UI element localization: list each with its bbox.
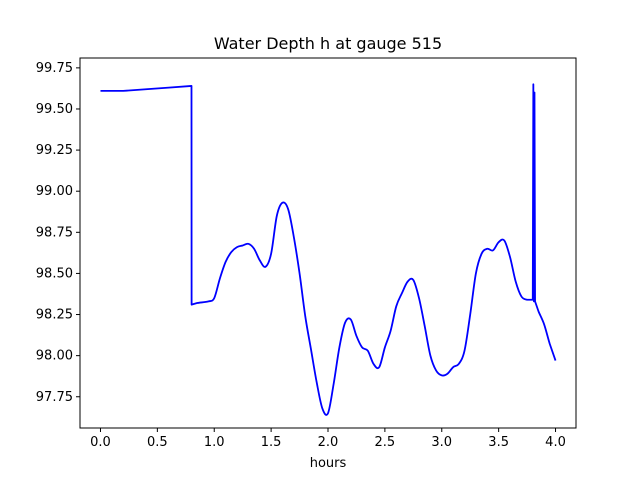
y-tick-label: 97.75 (36, 390, 73, 405)
x-axis: 0.0 0.5 1.0 1.5 2.0 2.5 3.0 3.5 4.0 (90, 428, 566, 450)
chart-title: Water Depth h at gauge 515 (214, 34, 442, 53)
y-axis: 97.75 98.00 98.25 98.50 98.75 99.00 99.25 99.50… (36, 61, 80, 405)
x-tick-label: 0.5 (147, 435, 168, 450)
x-tick-label: 0.0 (90, 435, 111, 450)
x-tick-label: 3.0 (431, 435, 452, 450)
x-tick-label: 2.5 (375, 435, 396, 450)
y-tick-label: 98.75 (36, 225, 73, 240)
plot-area-frame (79, 57, 577, 429)
y-tick-label: 99.25 (36, 143, 73, 158)
x-axis-label: hours (310, 456, 347, 471)
y-tick-label: 98.25 (36, 308, 73, 323)
y-tick-label: 98.00 (36, 349, 73, 364)
y-tick-label: 99.50 (36, 102, 73, 117)
y-tick-label: 99.75 (36, 61, 73, 76)
x-tick-label: 4.0 (545, 435, 566, 450)
x-tick-label: 1.0 (204, 435, 225, 450)
y-tick-label: 98.50 (36, 266, 73, 281)
x-tick-label: 3.5 (488, 435, 509, 450)
y-tick-label: 99.00 (36, 184, 73, 199)
x-tick-label: 2.0 (318, 435, 339, 450)
x-tick-label: 1.5 (261, 435, 282, 450)
series-line (100, 83, 557, 416)
